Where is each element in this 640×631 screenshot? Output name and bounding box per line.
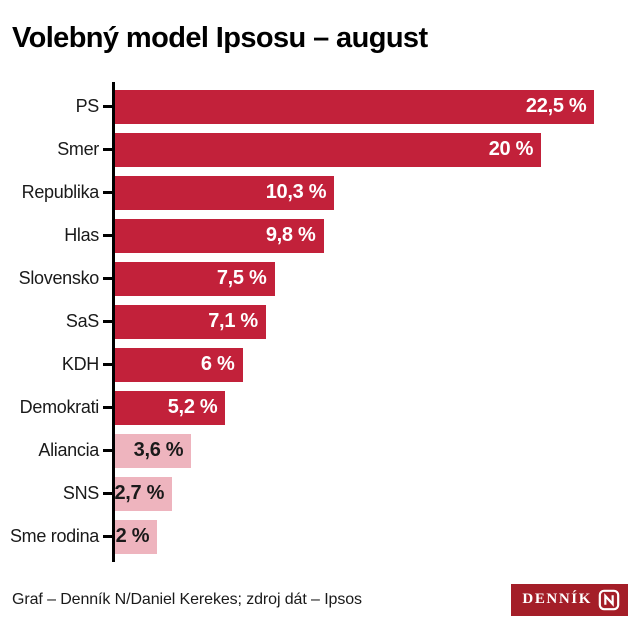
- bar: 7,1 %: [114, 304, 266, 339]
- axis-tick: [103, 105, 112, 108]
- category-label-cell: Sme rodina: [9, 526, 112, 547]
- category-label: Slovensko: [18, 268, 100, 288]
- bar-value-label: 22,5 %: [525, 95, 587, 117]
- logo-n-icon: [598, 589, 620, 611]
- bar: 3,6 %: [114, 433, 192, 468]
- axis-tick: [103, 191, 112, 194]
- bar-row: Sme rodina 2 %: [9, 515, 628, 558]
- category-label: PS: [75, 96, 100, 116]
- bar: 20 %: [114, 132, 542, 167]
- bar-value-label: 7,5 %: [216, 267, 267, 289]
- axis-tick: [103, 535, 112, 538]
- category-label-cell: KDH: [12, 354, 112, 375]
- category-label-cell: PS: [12, 96, 112, 117]
- bar: 2,7 %: [114, 476, 173, 511]
- category-label: Smer: [57, 139, 99, 159]
- axis-tick: [103, 449, 112, 452]
- axis-tick: [103, 406, 112, 409]
- category-label: KDH: [61, 354, 99, 374]
- category-label: Sme rodina: [9, 526, 99, 546]
- axis-tick: [103, 234, 112, 237]
- bar: 7,5 %: [114, 261, 275, 296]
- bar-row: Republika 10,3 %: [12, 171, 628, 214]
- footer: Graf – Denník N/Daniel Kerekes; zdroj dá…: [12, 584, 628, 616]
- bar-value-label: 20 %: [488, 138, 534, 160]
- bar-row: KDH 6 %: [12, 343, 628, 386]
- category-label-cell: Smer: [12, 139, 112, 160]
- category-label: Hlas: [64, 225, 99, 245]
- bar: 22,5 %: [114, 89, 595, 124]
- bar-value-label: 2,7 %: [114, 482, 165, 504]
- category-label: Aliancia: [38, 440, 99, 460]
- dennikn-logo: DENNÍK: [511, 584, 628, 616]
- category-label-cell: SaS: [12, 311, 112, 332]
- bar-row: Aliancia 3,6 %: [12, 429, 628, 472]
- bar: 2 %: [114, 519, 158, 554]
- bar-value-label: 5,2 %: [167, 396, 218, 418]
- category-label: SaS: [65, 311, 99, 331]
- bar-row: PS 22,5 %: [12, 85, 628, 128]
- bar: 9,8 %: [114, 218, 324, 253]
- category-label: Republika: [21, 182, 100, 202]
- chart-title: Volebný model Ipsosu – august: [12, 22, 428, 54]
- bar-value-label: 10,3 %: [265, 181, 327, 203]
- category-label-cell: Hlas: [12, 225, 112, 246]
- bar-row: Demokrati 5,2 %: [12, 386, 628, 429]
- logo-wordmark: DENNÍK: [522, 590, 592, 607]
- bar-row: Smer 20 %: [12, 128, 628, 171]
- category-label-cell: Slovensko: [12, 268, 112, 289]
- bar: 5,2 %: [114, 390, 226, 425]
- bar-value-label: 2 %: [115, 525, 150, 547]
- axis-tick: [103, 363, 112, 366]
- axis-tick: [103, 148, 112, 151]
- category-label-cell: Republika: [12, 182, 112, 203]
- axis-tick: [103, 492, 112, 495]
- category-label-cell: Aliancia: [12, 440, 112, 461]
- bar-rows: PS 22,5 % Smer 20 % Republika 10,3 % Hlas 9,8 %…: [9, 85, 628, 558]
- bar-value-label: 3,6 %: [133, 439, 184, 461]
- category-label-cell: SNS: [12, 483, 112, 504]
- credit-text: Graf – Denník N/Daniel Kerekes; zdroj dá…: [12, 591, 362, 608]
- bar-chart-plot: PS 22,5 % Smer 20 % Republika 10,3 % Hlas 9,8 %…: [9, 82, 628, 562]
- axis-tick: [103, 320, 112, 323]
- bar-value-label: 6 %: [200, 353, 235, 375]
- category-axis-line: [112, 82, 115, 562]
- axis-tick: [103, 277, 112, 280]
- bar-row: Slovensko 7,5 %: [12, 257, 628, 300]
- bar-row: SaS 7,1 %: [12, 300, 628, 343]
- bar-value-label: 7,1 %: [208, 310, 258, 332]
- bar-value-label: 9,8 %: [265, 224, 316, 246]
- category-label: SNS: [62, 483, 99, 503]
- bar-row: Hlas 9,8 %: [12, 214, 628, 257]
- category-label: Demokrati: [19, 397, 100, 417]
- bar: 10,3 %: [114, 175, 335, 210]
- bar-row: SNS 2,7 %: [12, 472, 628, 515]
- category-label-cell: Demokrati: [12, 397, 112, 418]
- bar: 6 %: [114, 347, 243, 382]
